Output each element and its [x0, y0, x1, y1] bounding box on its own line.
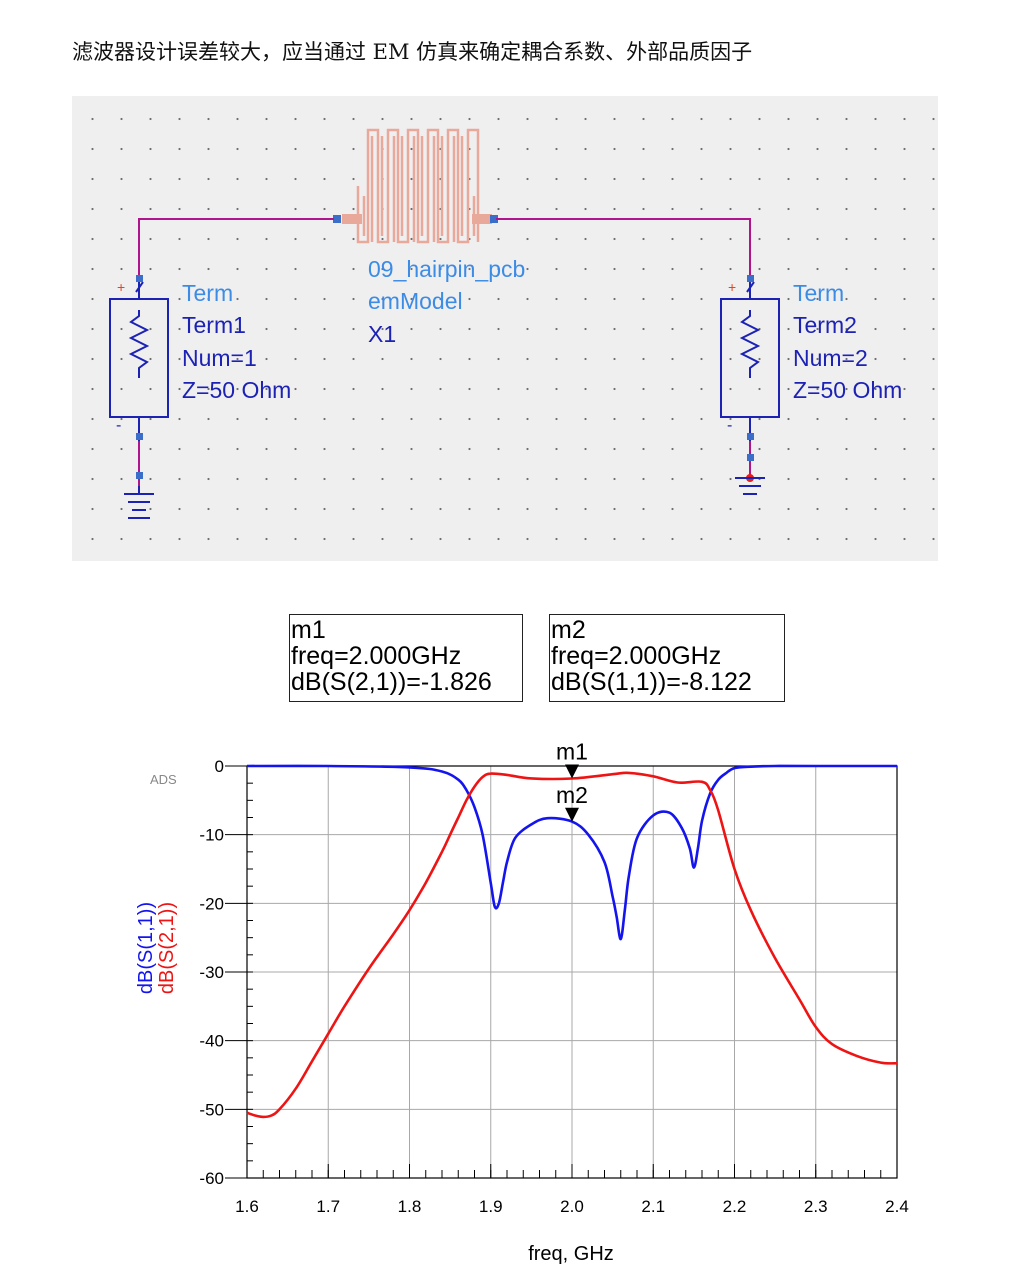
term2-symbol[interactable] — [720, 275, 780, 495]
component-name-label: 09_hairpin_pcb — [368, 256, 525, 282]
y-tick-label: -30 — [199, 963, 224, 982]
x-tick-label: 1.7 — [316, 1197, 340, 1216]
y-axis-label-s11: dB(S(1,1)) — [135, 902, 157, 994]
port-pin-left — [333, 215, 341, 223]
marker-m2-name: m2 — [551, 616, 586, 644]
s-parameter-plot[interactable]: 1.6 1.7 1.8 1.9 2.0 2.1 2.2 2.3 2.4 0 -10 -20 -30 -4… — [0, 720, 1011, 1284]
x-tick-label: 1.9 — [479, 1197, 503, 1216]
y-tick-label: -20 — [199, 894, 224, 913]
marker-m2-label: m2 — [556, 782, 588, 808]
marker-m1-triangle[interactable] — [565, 764, 579, 779]
term2-minus: - — [727, 417, 732, 434]
x-tick-label: 2.3 — [804, 1197, 828, 1216]
marker-m1-readout[interactable]: m1 freq=2.000GHz dB(S(2,1))=-1.826 — [289, 614, 523, 702]
y-tick-label: -10 — [199, 826, 224, 845]
series-s11-line[interactable] — [246, 764, 897, 941]
x-tick-label: 2.0 — [560, 1197, 584, 1216]
y-axis-label-s21: dB(S(2,1)) — [156, 902, 178, 994]
marker-m2-freq: freq=2.000GHz — [551, 642, 722, 670]
marker-m2-triangle[interactable] — [565, 807, 579, 822]
y-tick-label: -40 — [199, 1032, 224, 1051]
term1-symbol[interactable] — [109, 275, 169, 519]
x-tick-label: 1.8 — [398, 1197, 422, 1216]
term2-z-label: Z=50 Ohm — [793, 377, 902, 403]
x-tick-label: 2.1 — [641, 1197, 665, 1216]
ads-watermark: ADS — [150, 772, 177, 787]
component-model-label: emModel — [368, 288, 463, 314]
term2-name-label: Term2 — [793, 312, 857, 338]
marker-m1-freq: freq=2.000GHz — [291, 642, 462, 670]
y-tick-label: -60 — [199, 1169, 224, 1188]
marker-m2-value: dB(S(1,1))=-8.122 — [551, 668, 752, 696]
term1-num-label: Num=1 — [182, 345, 257, 371]
marker-m2-readout[interactable]: m2 freq=2.000GHz dB(S(1,1))=-8.122 — [549, 614, 785, 702]
term1-plus: + — [117, 279, 125, 295]
marker-m1-label: m1 — [556, 739, 588, 765]
term2-plus: + — [728, 279, 736, 295]
x-axis-label: freq, GHz — [528, 1243, 614, 1265]
y-tick-label: 0 — [215, 757, 224, 776]
term2-type-label: Term — [793, 280, 844, 306]
term1-z-label: Z=50 Ohm — [182, 377, 291, 403]
term1-minus: - — [116, 417, 121, 434]
schematic-canvas[interactable]: + - + - 09_hairpin_pcb emModel — [72, 96, 938, 561]
marker-m1-value: dB(S(2,1))=-1.826 — [291, 668, 492, 696]
x-tick-label: 2.4 — [885, 1197, 909, 1216]
page-heading: 滤波器设计误差较大，应当通过 EM 仿真来确定耦合系数、外部品质因子 — [72, 40, 753, 64]
y-tick-label: -50 — [199, 1100, 224, 1119]
plot-grid — [247, 766, 897, 1178]
x-tick-label: 1.6 — [235, 1197, 259, 1216]
port-pin-right — [490, 215, 498, 223]
series-s21-line[interactable] — [246, 771, 898, 1119]
term1-name-label: Term1 — [182, 312, 246, 338]
term1-type-label: Term — [182, 280, 233, 306]
marker-m1-name: m1 — [291, 616, 326, 644]
component-instance-label: X1 — [368, 321, 396, 347]
term2-num-label: Num=2 — [793, 345, 868, 371]
hairpin-filter-symbol[interactable] — [342, 128, 492, 244]
x-tick-label: 2.2 — [723, 1197, 747, 1216]
